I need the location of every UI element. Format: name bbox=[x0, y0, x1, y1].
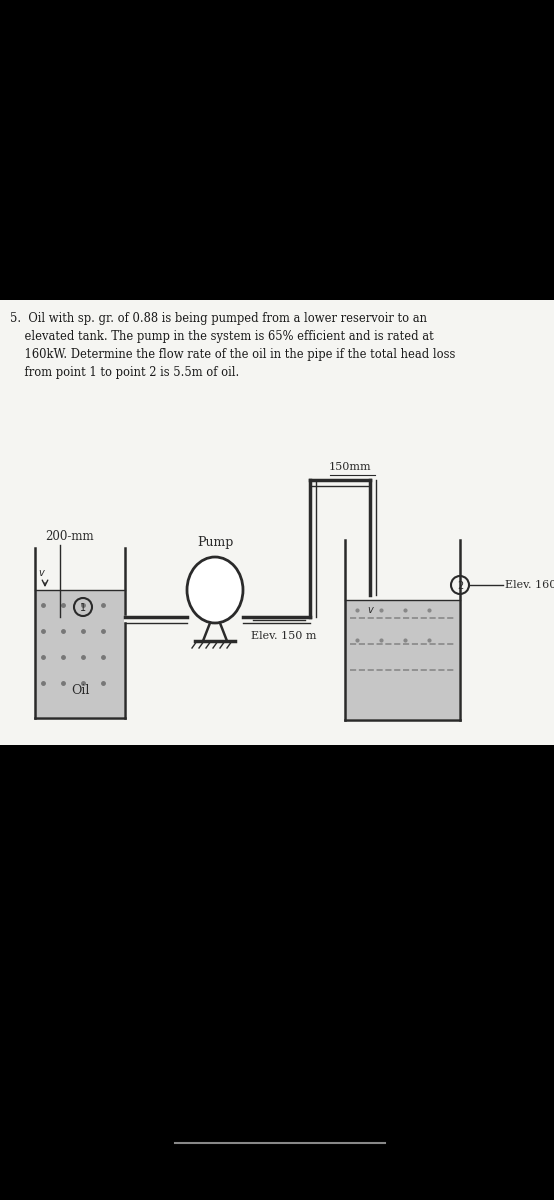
Text: Elev. 160m: Elev. 160m bbox=[505, 580, 554, 590]
Bar bbox=[36, 590, 124, 716]
Text: 150mm: 150mm bbox=[329, 462, 371, 472]
Text: elevated tank. The pump in the system is 65% efficient and is rated at: elevated tank. The pump in the system is… bbox=[10, 330, 434, 343]
Text: from point 1 to point 2 is 5.5m of oil.: from point 1 to point 2 is 5.5m of oil. bbox=[10, 366, 239, 379]
Bar bbox=[0, 300, 554, 745]
Text: 5.  Oil with sp. gr. of 0.88 is being pumped from a lower reservoir to an: 5. Oil with sp. gr. of 0.88 is being pum… bbox=[10, 312, 427, 325]
Text: v: v bbox=[38, 568, 44, 578]
Text: 2: 2 bbox=[457, 581, 463, 590]
Bar bbox=[346, 600, 459, 719]
Ellipse shape bbox=[187, 557, 243, 623]
Text: 1: 1 bbox=[80, 602, 86, 613]
Text: 160kW. Determine the flow rate of the oil in the pipe if the total head loss: 160kW. Determine the flow rate of the oi… bbox=[10, 348, 455, 361]
Text: Oil: Oil bbox=[71, 684, 89, 696]
Text: Elev. 150 m: Elev. 150 m bbox=[252, 631, 317, 641]
Text: v: v bbox=[367, 605, 373, 614]
Text: 200-mm: 200-mm bbox=[45, 530, 94, 542]
Text: Pump: Pump bbox=[197, 536, 233, 550]
